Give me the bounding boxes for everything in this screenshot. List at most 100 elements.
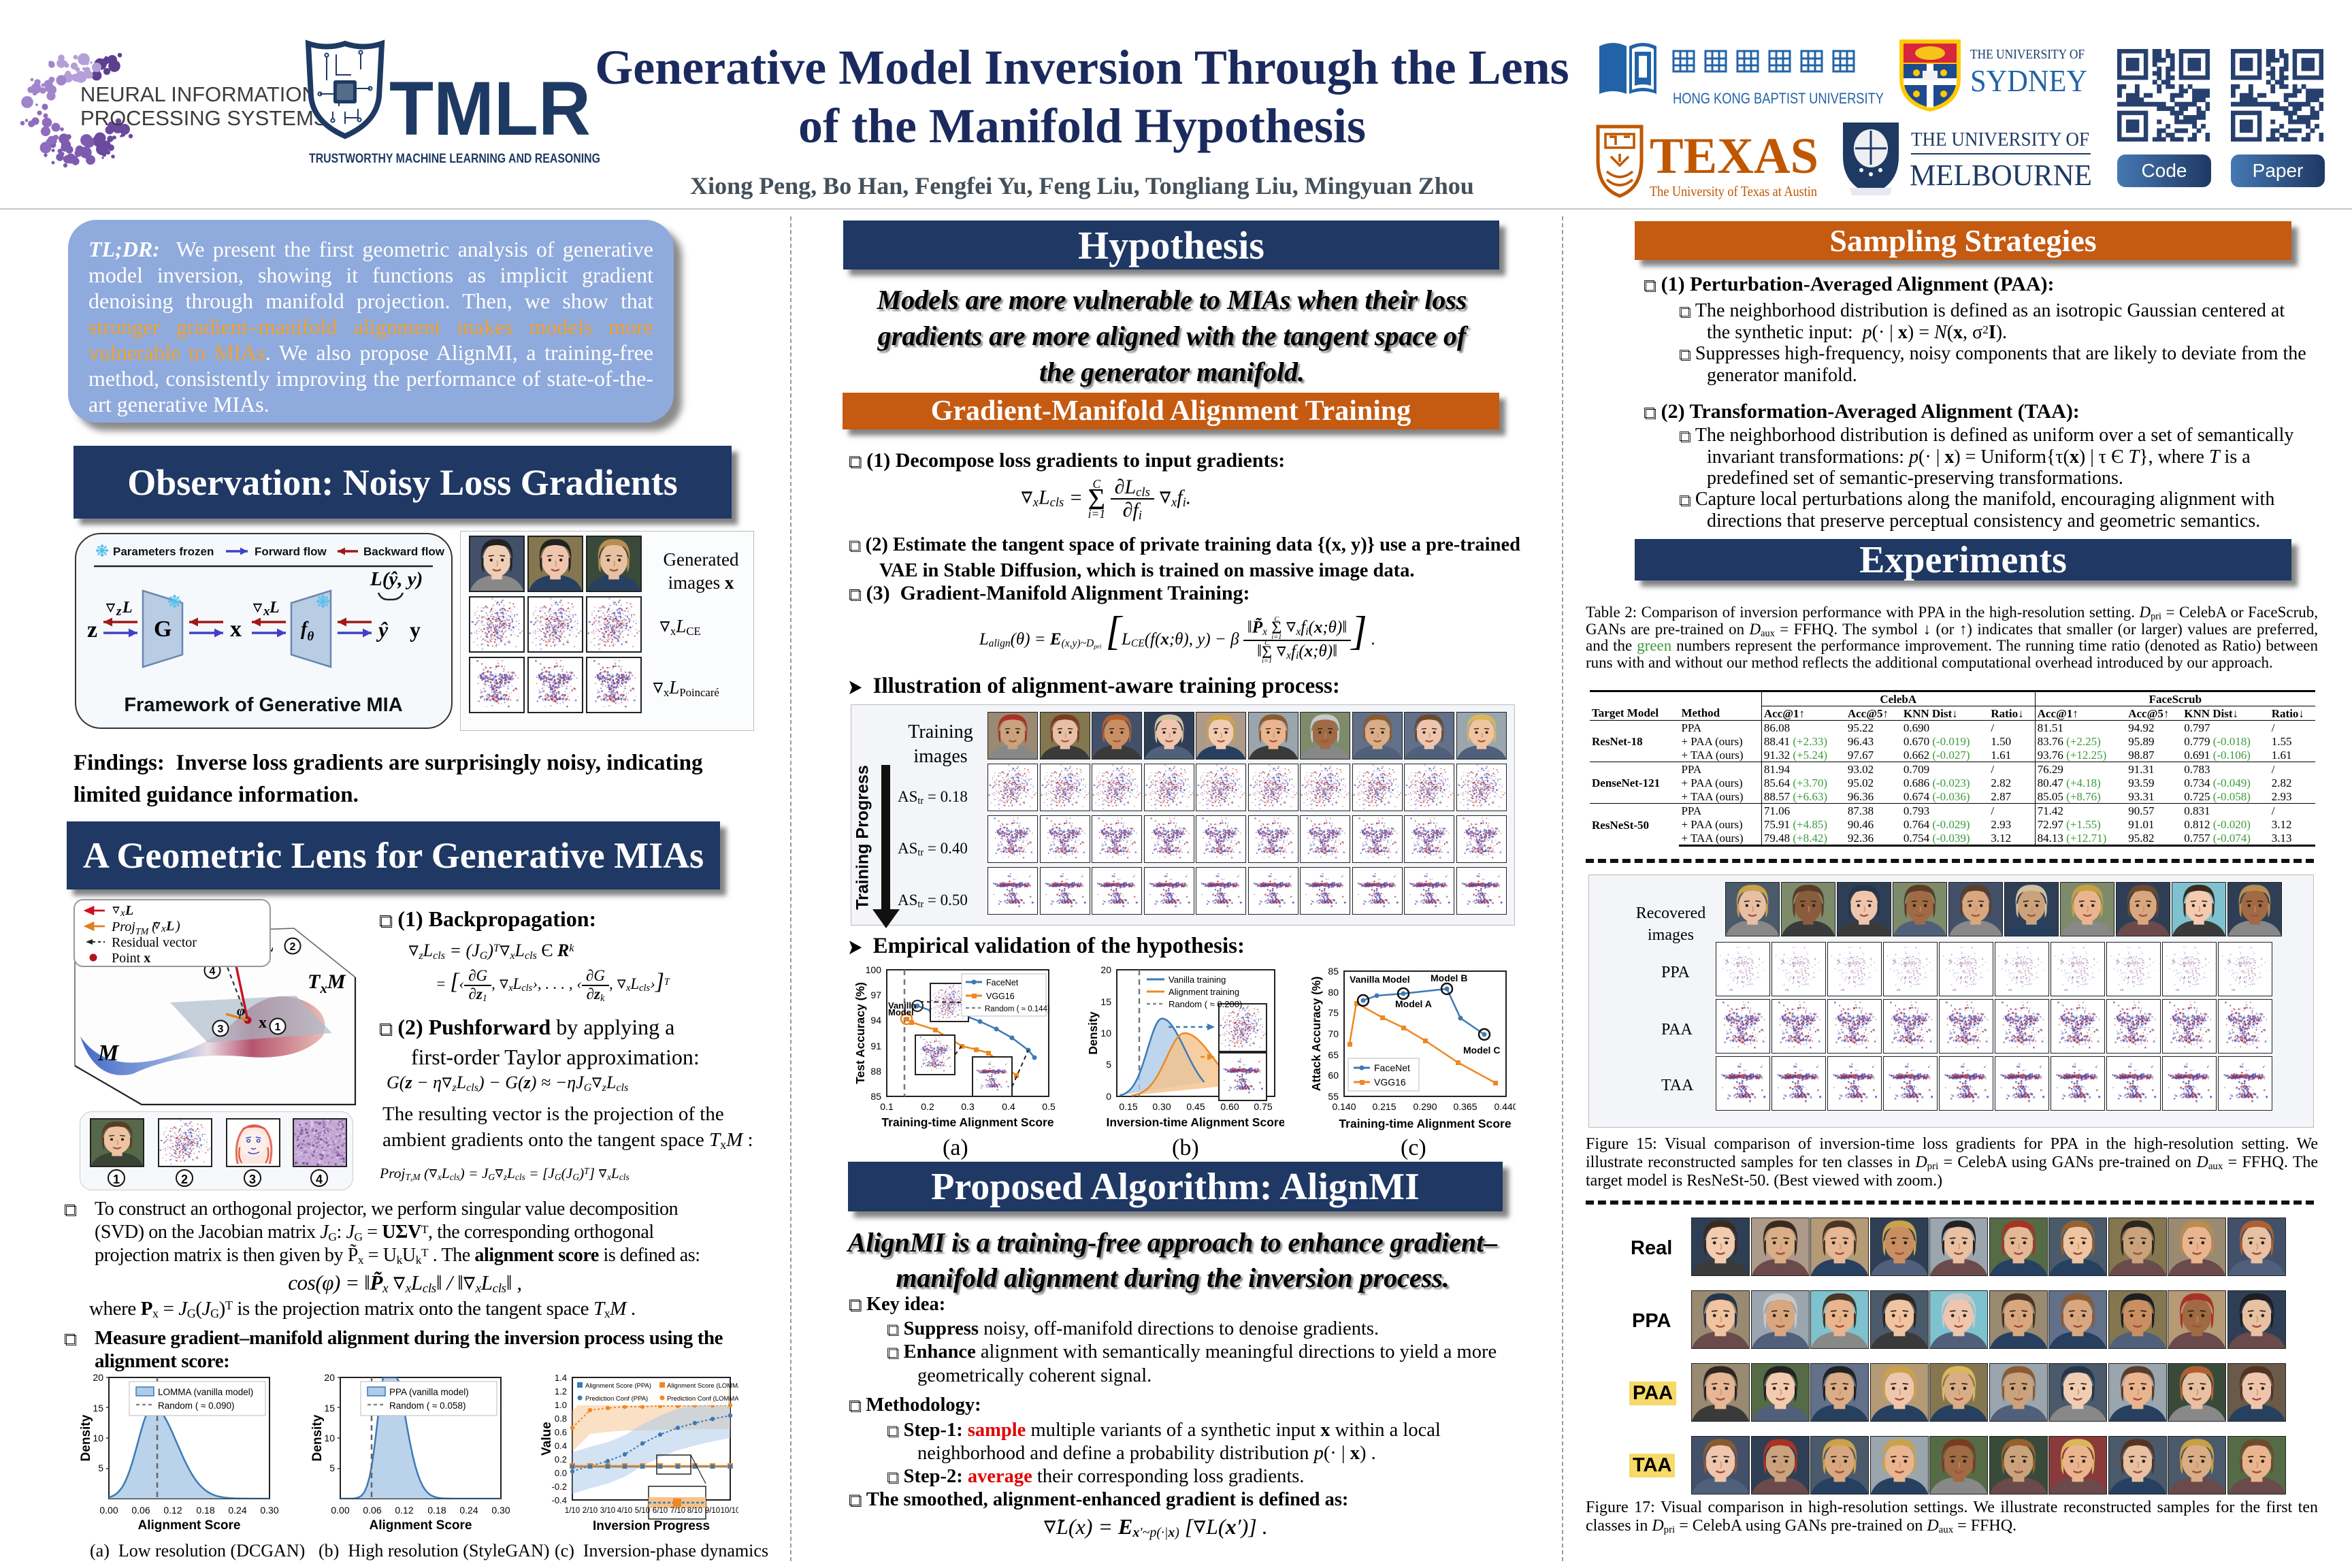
svg-text:0: 0 — [1106, 1091, 1111, 1102]
svg-text:15: 15 — [324, 1403, 335, 1414]
svg-text:Residual vector: Residual vector — [112, 935, 197, 950]
svg-text:Density: Density — [80, 1414, 93, 1461]
svg-text:0.45: 0.45 — [1186, 1101, 1205, 1112]
svg-text:0.24: 0.24 — [459, 1505, 478, 1516]
svg-text:The University of Texas at Aus: The University of Texas at Austin — [1650, 183, 1817, 199]
svg-text:6/10: 6/10 — [653, 1507, 668, 1515]
svg-text:60: 60 — [1328, 1070, 1339, 1081]
svg-text:0.60: 0.60 — [1220, 1101, 1239, 1112]
svg-text:Random ( ≈ 0.144): Random ( ≈ 0.144) — [985, 1005, 1050, 1013]
svg-text:Parameters frozen: Parameters frozen — [113, 545, 214, 558]
svg-text:0.2: 0.2 — [921, 1101, 934, 1112]
svg-text:Model A: Model A — [1395, 998, 1432, 1009]
svg-text:ŷ: ŷ — [376, 617, 389, 642]
svg-text:20: 20 — [1100, 964, 1111, 975]
svg-text:Alignment Score: Alignment Score — [370, 1518, 472, 1533]
svg-text:94: 94 — [870, 1015, 881, 1026]
svg-text:FaceNet: FaceNet — [986, 978, 1019, 987]
svg-text:VGG16: VGG16 — [1374, 1077, 1406, 1088]
svg-text:0.0: 0.0 — [555, 1468, 567, 1478]
svg-text:PPA (vanilla model): PPA (vanilla model) — [389, 1387, 469, 1397]
svg-text:15: 15 — [93, 1403, 103, 1414]
svg-text:2/10: 2/10 — [583, 1507, 598, 1515]
svg-text:10: 10 — [324, 1433, 335, 1443]
svg-text:100: 100 — [866, 964, 882, 975]
svg-text:PROCESSING SYSTEMS: PROCESSING SYSTEMS — [80, 106, 327, 130]
svg-text:Backward flow: Backward flow — [363, 545, 445, 558]
svg-text:0.140: 0.140 — [1332, 1101, 1356, 1112]
svg-text:MELBOURNE: MELBOURNE — [1910, 159, 2092, 192]
svg-text:Training-time Alignment Score: Training-time Alignment Score — [1339, 1117, 1511, 1130]
svg-text:VGG16: VGG16 — [986, 992, 1015, 1001]
svg-text:0.12: 0.12 — [163, 1505, 182, 1516]
svg-text:): ) — [175, 919, 180, 934]
svg-text:0.30: 0.30 — [491, 1505, 510, 1516]
svg-text:Density: Density — [1087, 1011, 1100, 1054]
svg-text:Inversion-time Alignment Score: Inversion-time Alignment Score — [1107, 1115, 1284, 1129]
svg-text:x: x — [161, 924, 166, 934]
svg-text:G: G — [154, 617, 172, 642]
svg-text:Model C: Model C — [1463, 1045, 1500, 1056]
svg-text:L(ŷ, y): L(ŷ, y) — [370, 568, 423, 590]
svg-text:L: L — [165, 919, 174, 934]
svg-text:85: 85 — [1328, 966, 1339, 977]
svg-text:Model: Model — [888, 1007, 914, 1017]
svg-text:3: 3 — [218, 1024, 224, 1035]
svg-text:1: 1 — [275, 1022, 281, 1033]
svg-text:φ: φ — [237, 1004, 245, 1019]
svg-text:0.4: 0.4 — [1002, 1101, 1015, 1112]
svg-text:70: 70 — [1328, 1028, 1339, 1039]
svg-text:Vanilla training: Vanilla training — [1169, 975, 1226, 985]
svg-text:5: 5 — [98, 1463, 103, 1473]
svg-text:Test Accuracy (%): Test Accuracy (%) — [854, 982, 867, 1084]
svg-text:Attack Accuracy (%): Attack Accuracy (%) — [1310, 977, 1323, 1092]
svg-text:10: 10 — [93, 1433, 103, 1443]
svg-text:Prediction Conf (PPA): Prediction Conf (PPA) — [585, 1395, 648, 1403]
svg-text:0.1: 0.1 — [880, 1101, 894, 1112]
svg-text:97: 97 — [870, 990, 881, 1000]
svg-text:20: 20 — [324, 1372, 335, 1383]
svg-text:Value: Value — [541, 1422, 554, 1456]
svg-text:THE UNIVERSITY OF: THE UNIVERSITY OF — [1911, 129, 2089, 150]
svg-text:1.2: 1.2 — [555, 1386, 567, 1396]
svg-text:1.4: 1.4 — [555, 1373, 567, 1383]
svg-text:Training-time Alignment Score: Training-time Alignment Score — [881, 1115, 1054, 1129]
svg-text:4: 4 — [210, 966, 216, 977]
svg-text:0.440: 0.440 — [1494, 1101, 1516, 1112]
svg-text:10/10: 10/10 — [721, 1507, 738, 1515]
svg-text:HONG KONG BAPTIST UNIVERSITY: HONG KONG BAPTIST UNIVERSITY — [1673, 90, 1884, 107]
svg-text:0.18: 0.18 — [196, 1505, 214, 1516]
svg-text:x: x — [120, 908, 125, 919]
svg-text:Model B: Model B — [1431, 973, 1467, 983]
svg-text:0.290: 0.290 — [1413, 1101, 1437, 1112]
svg-text:2: 2 — [290, 941, 296, 953]
svg-text:0.6: 0.6 — [555, 1427, 567, 1437]
svg-text:1/10: 1/10 — [565, 1507, 580, 1515]
svg-text:TEXAS: TEXAS — [1650, 128, 1818, 184]
svg-text:0.00: 0.00 — [99, 1505, 118, 1516]
svg-text:5: 5 — [329, 1463, 335, 1473]
svg-text:z: z — [87, 617, 97, 642]
svg-text:Alignment Score (LOMMA): Alignment Score (LOMMA) — [667, 1382, 738, 1390]
svg-text:Random ( ≈ 0.058): Random ( ≈ 0.058) — [389, 1401, 466, 1411]
svg-text:5: 5 — [1106, 1059, 1111, 1070]
svg-text:L: L — [122, 599, 133, 617]
svg-text:Framework of Generative MIA: Framework of Generative MIA — [124, 694, 402, 716]
svg-text:LOMMA (vanilla model): LOMMA (vanilla model) — [158, 1387, 253, 1397]
svg-text:0.3: 0.3 — [961, 1101, 975, 1112]
svg-text:-0.2: -0.2 — [552, 1482, 567, 1492]
svg-text:0.75: 0.75 — [1254, 1101, 1272, 1112]
svg-text:x: x — [259, 1014, 267, 1032]
svg-text:NEURAL INFORMATION: NEURAL INFORMATION — [80, 82, 317, 106]
svg-text:Point x: Point x — [112, 951, 150, 966]
svg-text:M: M — [97, 1041, 120, 1066]
svg-text:1.0: 1.0 — [555, 1400, 567, 1410]
svg-text:x: x — [263, 604, 270, 619]
svg-text:0.24: 0.24 — [228, 1505, 246, 1516]
svg-text:ProjTM (: ProjTM ( — [111, 919, 157, 937]
svg-text:7/10: 7/10 — [670, 1507, 685, 1515]
svg-text:THE UNIVERSITY OF: THE UNIVERSITY OF — [1970, 47, 2085, 62]
svg-text:4/10: 4/10 — [617, 1507, 632, 1515]
svg-text:0.8: 0.8 — [555, 1414, 567, 1424]
svg-text:65: 65 — [1328, 1049, 1339, 1060]
